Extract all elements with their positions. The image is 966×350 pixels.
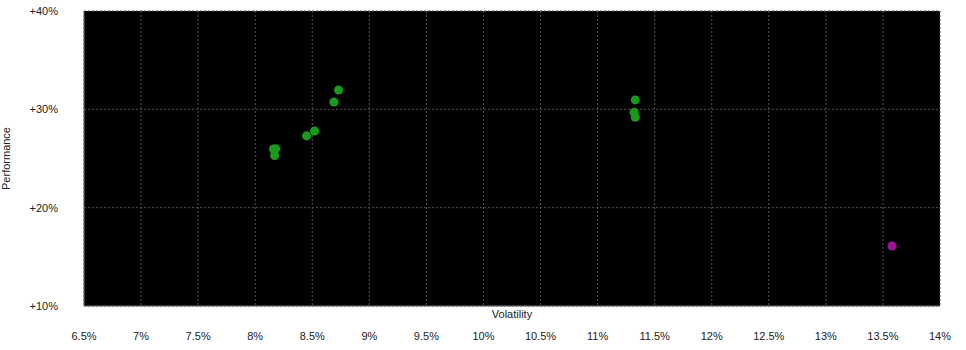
svg-text:8%: 8%: [247, 330, 263, 342]
svg-text:+30%: +30%: [30, 103, 59, 115]
svg-text:10%: 10%: [472, 330, 494, 342]
svg-text:9.5%: 9.5%: [414, 330, 439, 342]
svg-text:13.5%: 13.5%: [867, 330, 898, 342]
svg-text:12%: 12%: [701, 330, 723, 342]
svg-text:8.5%: 8.5%: [300, 330, 325, 342]
svg-text:11%: 11%: [587, 330, 608, 342]
svg-text:12.5%: 12.5%: [753, 330, 784, 342]
svg-text:6.5%: 6.5%: [71, 330, 96, 342]
svg-text:9%: 9%: [361, 330, 377, 342]
svg-text:11.5%: 11.5%: [639, 330, 670, 342]
svg-text:10.5%: 10.5%: [525, 330, 556, 342]
svg-text:Performance: Performance: [8, 127, 12, 190]
svg-text:7.5%: 7.5%: [186, 330, 211, 342]
svg-text:+20%: +20%: [30, 202, 59, 214]
svg-text:+10%: +10%: [30, 300, 59, 312]
svg-text:13%: 13%: [815, 330, 837, 342]
svg-text:+40%: +40%: [30, 5, 59, 17]
svg-text:14%: 14%: [929, 330, 951, 342]
svg-text:Volatility: Volatility: [492, 308, 533, 320]
svg-text:7%: 7%: [133, 330, 149, 342]
